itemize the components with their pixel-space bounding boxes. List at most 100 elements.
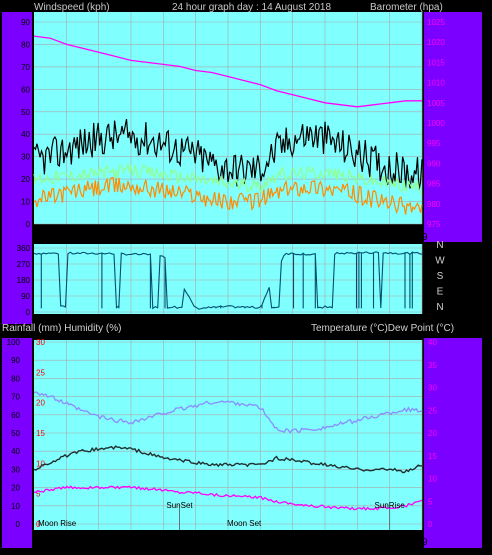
humidity-y-tick-label: 70 (11, 393, 20, 402)
series-line-avg (33, 176, 423, 215)
sun-marker-label: SunRise (375, 501, 406, 510)
compass-label: N (436, 240, 443, 251)
temperature-y-tick-label: 5 (428, 497, 433, 506)
compass-label: N (436, 302, 443, 313)
rain-x-tick-label: 17 (158, 537, 170, 548)
wind-x-tick-label: 15 (125, 232, 137, 243)
temperature-y-tick-label: 10 (428, 475, 437, 484)
rain-x-tick-label: 03 (319, 537, 331, 548)
direction-gridlines (34, 244, 423, 314)
left-band-bottom (2, 338, 32, 548)
rain-y-tick-label: 5 (36, 490, 41, 499)
graph-day-title: 24 hour graph day : 14 August 2018 (172, 2, 331, 13)
rain-y-tick-label: 10 (36, 459, 45, 468)
direction-series (33, 251, 423, 310)
rain-x-tick-label: 23 (255, 537, 267, 548)
direction-y-tick-label: 360 (17, 244, 31, 253)
wind-y-tick-label: 70 (21, 63, 30, 72)
wind-y-tick-label: 90 (21, 18, 30, 27)
rain-x-tick-label: 21 (222, 537, 234, 548)
wind-x-tick-label: 01 (287, 232, 299, 243)
humidity-y-tick-label: 30 (11, 465, 20, 474)
direction-y-tick-label: 180 (17, 276, 31, 285)
wind-y-tick-label: 40 (21, 130, 30, 139)
wind-x-tick-label: 05 (352, 232, 364, 243)
wind-x-tick-label: 19 (190, 232, 202, 243)
temperature-y-tick-label: 40 (428, 338, 437, 347)
humidity-y-tick-label: 60 (11, 411, 20, 420)
barometer-y-tick-label: 1005 (427, 99, 445, 108)
wind-x-tick-label: 07 (384, 232, 396, 243)
temperature-series (33, 391, 423, 511)
rain-x-tick-label: 01 (287, 537, 299, 548)
wind-axis-title: Windspeed (kph) (34, 2, 110, 13)
right-band-bottom (424, 338, 482, 548)
barometer-y-tick-label: 1015 (427, 58, 445, 67)
temperature-y-tick-label: 30 (428, 384, 437, 393)
sun-moon-annotations: SunSet SunRise Moon Rise Moon Rise Moon Set (38, 501, 405, 547)
wind-y-tick-label: 30 (21, 153, 30, 162)
temp-dewpoint-title: Temperature (°C)Dew Point (°C) (311, 323, 454, 334)
temperature-y-tick-label: 15 (428, 452, 437, 461)
humidity-y-tick-label: 100 (7, 338, 21, 347)
barometer-y-tick-label: 995 (427, 139, 441, 148)
rain-x-tick-label: 11 (61, 537, 72, 548)
barometer-y-tick-label: 1010 (427, 79, 445, 88)
humidity-y-tick-label: 90 (11, 356, 20, 365)
wind-x-axis: 11 13 15 17 19 21 23 01 03 05 07 09 (61, 232, 428, 243)
wind-y-tick-label: 0 (26, 220, 31, 229)
direction-y-tick-label: 90 (21, 292, 30, 301)
temperature-y-tick-label: 25 (428, 406, 437, 415)
rain-x-tick-label: 07 (384, 537, 396, 548)
barometer-y-tick-label: 980 (427, 200, 441, 209)
wind-x-tick-label: 03 (319, 232, 331, 243)
temperature-y-tick-label: 35 (428, 361, 437, 370)
sun-marker-label: SunSet (166, 501, 193, 510)
temperature-y-tick-label: 0 (428, 520, 433, 529)
series-line-barometer (33, 35, 422, 108)
wind-x-tick-label: 11 (61, 232, 72, 243)
moon-set-label: Moon Set (227, 519, 262, 528)
rain-y-tick-label: 15 (36, 429, 45, 438)
rain-humidity-title: Rainfall (mm) Humidity (%) (2, 323, 121, 334)
rain-x-tick-label: 13 (93, 537, 105, 548)
rain-x-tick-label: 19 (190, 537, 202, 548)
barometer-y-tick-label: 990 (427, 159, 441, 168)
direction-y-axis: 0 90 180 270 360 (17, 244, 31, 317)
right-band-top (424, 12, 482, 242)
wind-x-tick-label: 13 (93, 232, 105, 243)
humidity-y-tick-label: 10 (11, 502, 20, 511)
humidity-y-axis: 0 10 20 30 40 50 60 70 80 90 100 (7, 338, 21, 529)
barometer-y-tick-label: 1020 (427, 38, 445, 47)
series-line-direction (33, 251, 423, 310)
rain-y-tick-label: 25 (36, 368, 45, 377)
moon-rise-bottom-label: Moon Rise (38, 538, 77, 547)
humidity-y-tick-label: 0 (16, 520, 21, 529)
humidity-y-tick-label: 20 (11, 484, 20, 493)
wind-y-tick-label: 60 (21, 85, 30, 94)
temperature-y-axis: 0 5 10 15 20 25 30 35 40 (428, 338, 437, 529)
wind-y-tick-label: 50 (21, 108, 30, 117)
wind-y-tick-label: 20 (21, 175, 30, 184)
rain-y-tick-label: 20 (36, 399, 45, 408)
barometer-y-tick-label: 1025 (427, 18, 445, 27)
wind-x-tick-label: 09 (416, 232, 428, 243)
temperature-y-tick-label: 20 (428, 429, 437, 438)
rain-x-tick-label: 15 (125, 537, 137, 548)
wind-x-tick-label: 23 (255, 232, 267, 243)
barometer-y-tick-label: 985 (427, 180, 441, 189)
series-line-dew_point (33, 485, 423, 511)
compass-label: W (435, 256, 445, 267)
wind-x-tick-label: 21 (222, 232, 234, 243)
barometer-axis-title: Barometer (hpa) (370, 2, 443, 13)
wind-series (33, 35, 423, 215)
series-line-avg_light (33, 161, 423, 195)
wind-y-axis: 0 10 20 30 40 50 60 70 80 90 (21, 18, 30, 229)
barometer-y-tick-label: 1000 (427, 119, 445, 128)
series-line-humidity (33, 391, 423, 434)
